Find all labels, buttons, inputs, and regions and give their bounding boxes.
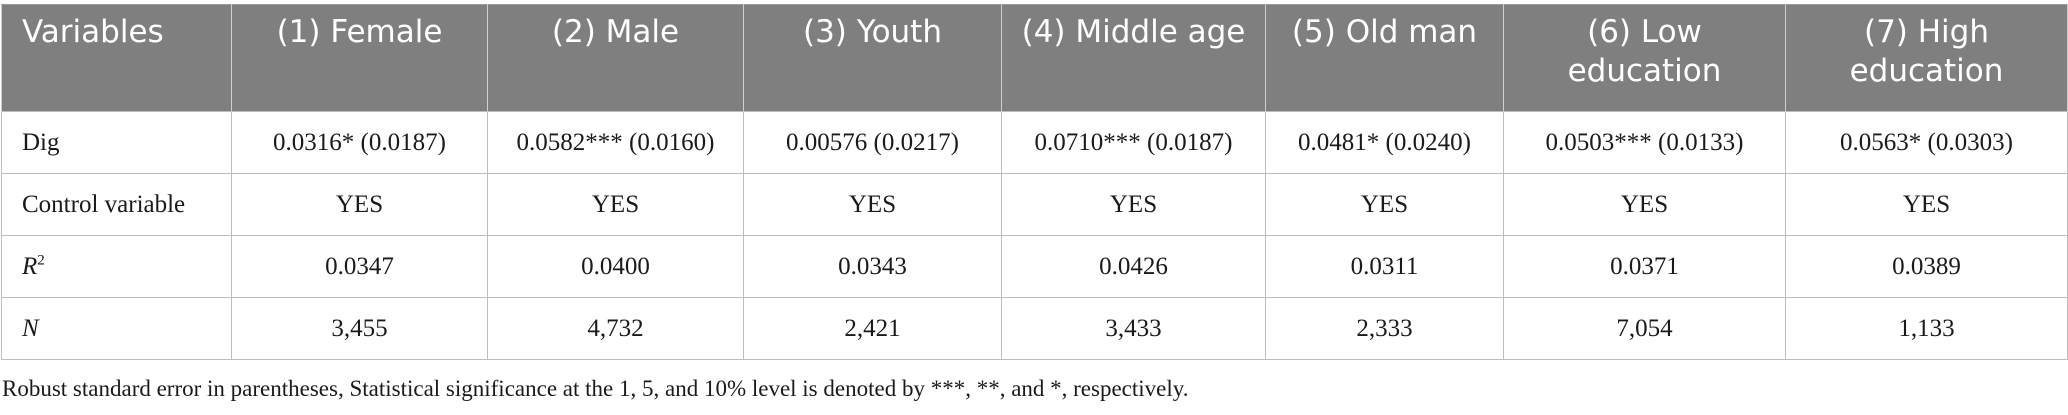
- column-header-variables: Variables: [1, 4, 232, 112]
- column-header-high-education: (7) High education: [1785, 4, 2068, 112]
- table-cell: YES: [487, 173, 744, 236]
- table-row-n: N 3,455 4,732 2,421 3,433 2,333 7,054 1,…: [1, 297, 2068, 360]
- table-cell: 0.0347: [231, 235, 488, 298]
- row-label: Dig: [1, 111, 232, 174]
- table-cell: 0.0400: [487, 235, 744, 298]
- row-label-superscript: 2: [37, 252, 45, 269]
- table-body: Dig 0.0316* (0.0187) 0.0582*** (0.0160) …: [1, 111, 2068, 360]
- table-row-control-variable: Control variable YES YES YES YES YES YES…: [1, 173, 2068, 236]
- table-cell: 2,421: [743, 297, 1002, 360]
- column-header-old-man: (5) Old man: [1265, 4, 1504, 112]
- table-cell: 4,732: [487, 297, 744, 360]
- table-cell: YES: [1265, 173, 1504, 236]
- table-cell: 1,133: [1785, 297, 2068, 360]
- table-cell: YES: [1503, 173, 1786, 236]
- table-cell: 0.0481* (0.0240): [1265, 111, 1504, 174]
- table-row-r-squared: R2 0.0347 0.0400 0.0343 0.0426 0.0311 0.…: [1, 235, 2068, 298]
- table-cell: YES: [231, 173, 488, 236]
- table-cell: 3,455: [231, 297, 488, 360]
- table-cell: YES: [1001, 173, 1266, 236]
- table-cell: 0.0389: [1785, 235, 2068, 298]
- column-header-female: (1) Female: [231, 4, 488, 112]
- row-label: Control variable: [1, 173, 232, 236]
- table-cell: YES: [743, 173, 1002, 236]
- table-cell: 0.0311: [1265, 235, 1504, 298]
- table-cell: 0.0563* (0.0303): [1785, 111, 2068, 174]
- table-cell: 0.0371: [1503, 235, 1786, 298]
- column-header-male: (2) Male: [487, 4, 744, 112]
- table-cell: 3,433: [1001, 297, 1266, 360]
- table-cell: 0.0582*** (0.0160): [487, 111, 744, 174]
- header-row: Variables (1) Female (2) Male (3) Youth …: [1, 4, 2068, 112]
- table-cell: 7,054: [1503, 297, 1786, 360]
- row-label-text: R: [22, 252, 38, 280]
- table-footnote: Robust standard error in parentheses, St…: [2, 376, 1189, 401]
- row-label: R2: [1, 235, 232, 298]
- column-header-low-education: (6) Low education: [1503, 4, 1786, 112]
- table-cell: 2,333: [1265, 297, 1504, 360]
- table-cell: 0.0710*** (0.0187): [1001, 111, 1266, 174]
- table-cell: 0.0503*** (0.0133): [1503, 111, 1786, 174]
- table-header: Variables (1) Female (2) Male (3) Youth …: [1, 4, 2068, 112]
- table-cell: 0.0316* (0.0187): [231, 111, 488, 174]
- table-cell: YES: [1785, 173, 2068, 236]
- column-header-youth: (3) Youth: [743, 4, 1002, 112]
- row-label: N: [1, 297, 232, 360]
- regression-table: Variables (1) Female (2) Male (3) Youth …: [1, 4, 2068, 360]
- column-header-middle-age: (4) Middle age: [1001, 4, 1266, 112]
- table-cell: 0.00576 (0.0217): [743, 111, 1002, 174]
- table-cell: 0.0343: [743, 235, 1002, 298]
- table-cell: 0.0426: [1001, 235, 1266, 298]
- table-row-dig: Dig 0.0316* (0.0187) 0.0582*** (0.0160) …: [1, 111, 2068, 174]
